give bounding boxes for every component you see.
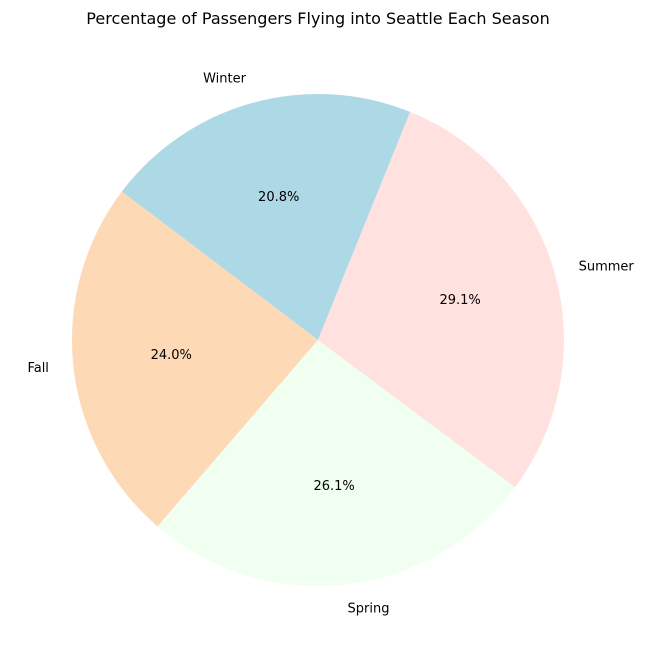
pie-labels: Winter 20.8% Fall 24.0% Spring 26.1% Summer 29.… [27, 72, 634, 617]
pie-slice-spring [157, 340, 516, 587]
slice-label-spring: Spring [348, 601, 390, 616]
pie-slice-fall [71, 191, 318, 527]
pie-slice-winter [121, 94, 411, 340]
slice-label-summer: Summer [579, 260, 635, 275]
pie-slices [71, 94, 564, 587]
chart-title: Percentage of Passengers Flying into Sea… [86, 9, 549, 28]
slice-percent-winter: 20.8% [258, 190, 299, 205]
slice-percent-spring: 26.1% [313, 479, 354, 494]
pie-slice-summer [318, 111, 564, 488]
slice-percent-fall: 24.0% [151, 348, 192, 363]
slice-percent-summer: 29.1% [439, 293, 480, 308]
slice-label-fall: Fall [27, 361, 48, 376]
slice-label-winter: Winter [203, 72, 247, 87]
